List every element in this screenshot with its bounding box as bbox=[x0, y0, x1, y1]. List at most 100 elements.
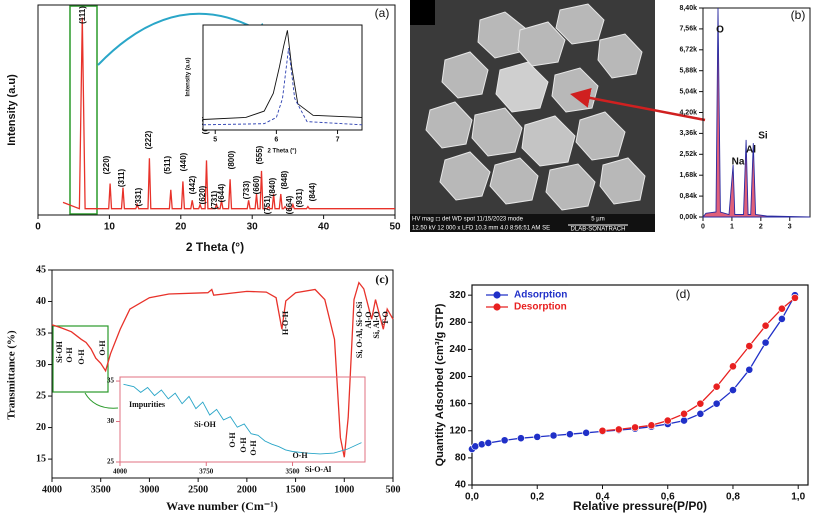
x-tick-label: 0,2 bbox=[530, 492, 544, 503]
annotation: Si, Al-O bbox=[372, 311, 381, 338]
sem-scale: 5 µm bbox=[591, 217, 604, 223]
pointer-arrow bbox=[570, 88, 706, 122]
series-line bbox=[62, 17, 395, 210]
annotation: Si-OH bbox=[194, 420, 217, 429]
x-tick-label: 500 bbox=[386, 484, 401, 495]
annotation: Al bbox=[746, 145, 756, 156]
plot-frame bbox=[202, 24, 363, 131]
annotation: (331) bbox=[134, 187, 143, 206]
marker bbox=[484, 439, 493, 447]
annotation: Al-O bbox=[364, 312, 373, 329]
annotation: (800) bbox=[227, 150, 236, 169]
x-tick-label: 40 bbox=[318, 222, 330, 233]
y-tick-label: 6,72k bbox=[679, 47, 697, 54]
annotation: (664) bbox=[285, 195, 294, 214]
y-tick-label: 160 bbox=[449, 398, 466, 409]
plot-frame bbox=[37, 4, 396, 216]
y-tick-label: 30 bbox=[36, 359, 46, 370]
marker bbox=[500, 436, 509, 445]
x-tick-label: 5 bbox=[213, 137, 217, 144]
annotation: O-H bbox=[77, 349, 86, 365]
annotation: (733) bbox=[242, 180, 251, 199]
panel-label: (b) bbox=[791, 8, 806, 22]
x-tick-label: 20 bbox=[175, 222, 187, 233]
x-tick-label: 0 bbox=[35, 222, 41, 233]
x-tick-label: 0 bbox=[701, 224, 705, 231]
series-line bbox=[123, 383, 362, 455]
annotation: O-H bbox=[65, 347, 74, 363]
marker bbox=[582, 428, 591, 437]
annotation: (620) bbox=[198, 185, 207, 204]
marker bbox=[631, 423, 640, 432]
panel-label: (d) bbox=[676, 287, 691, 301]
zoom-box bbox=[52, 325, 109, 393]
y-tick-label: 35 bbox=[107, 377, 115, 385]
x-tick-label: 7 bbox=[336, 137, 340, 144]
marker bbox=[778, 304, 786, 313]
y-tick-label: 1,68k bbox=[679, 172, 697, 179]
chart-panel: 0 1 2 3 0,00k 0,84k 1,68k 2,52k 3,36k 4,20k 5,04k 5… bbox=[679, 5, 811, 231]
marker bbox=[745, 342, 754, 350]
x-tick-label: 1500 bbox=[286, 484, 306, 495]
y-tick-label: 8,40k bbox=[679, 5, 697, 12]
marker bbox=[761, 338, 770, 347]
annotation: O-H bbox=[239, 437, 248, 453]
zoom-box bbox=[69, 5, 98, 215]
y-tick-label: 120 bbox=[449, 425, 466, 436]
x-axis-label: Wave number (Cm⁻¹) bbox=[166, 499, 278, 513]
annotation: Si-OH bbox=[55, 340, 64, 363]
annotation: (751) bbox=[263, 195, 272, 214]
marker bbox=[533, 432, 542, 441]
marker bbox=[712, 382, 721, 391]
marker bbox=[565, 430, 574, 439]
x-tick-label: 10 bbox=[104, 222, 116, 233]
marker bbox=[549, 431, 558, 440]
annotation: T-O bbox=[381, 311, 390, 325]
panel-label: (a) bbox=[375, 6, 390, 20]
marker bbox=[761, 321, 770, 330]
y-tick-label: 5,04k bbox=[679, 88, 697, 95]
series-line bbox=[702, 7, 811, 218]
x-tick-label: 3500 bbox=[286, 468, 301, 476]
x-tick-label: 6 bbox=[274, 137, 278, 144]
annotation: (440) bbox=[179, 152, 188, 171]
x-tick-label: 0,4 bbox=[596, 492, 610, 503]
annotation: O-H bbox=[292, 451, 308, 460]
y-tick-label: 25 bbox=[36, 390, 46, 401]
marker bbox=[471, 442, 480, 451]
chart-panel: 0 10 20 30 40 50 2 Theta (°) Intensity (a.u) (a)… bbox=[6, 4, 401, 254]
x-tick-label: 1000 bbox=[334, 484, 354, 495]
y-tick-label: 20 bbox=[36, 422, 46, 433]
annotation: (848) bbox=[280, 170, 289, 189]
series-line bbox=[202, 30, 363, 120]
annotation: (660) bbox=[252, 175, 261, 194]
y-tick-label: 15 bbox=[36, 453, 46, 464]
sem-caption: HV mag ◻ det WD spot 11/15/2023 mode bbox=[412, 217, 524, 223]
legend-marker bbox=[493, 303, 501, 311]
x-tick-label: 3500 bbox=[91, 484, 111, 495]
marker bbox=[745, 365, 754, 374]
marker bbox=[614, 425, 623, 434]
marker bbox=[517, 434, 525, 443]
legend-label: Adsorption bbox=[514, 290, 567, 301]
y-tick-label: 3,36k bbox=[679, 130, 697, 137]
annotation: (220) bbox=[102, 155, 111, 174]
chart-panel: 0,0 0,2 0,4 0,6 0,8 1,0 40 80 120 160 200 240 280 320… bbox=[434, 284, 809, 513]
marker bbox=[791, 293, 799, 302]
x-tick-label: 3000 bbox=[139, 484, 159, 495]
y-tick-label: 280 bbox=[449, 317, 466, 328]
annotation: O-H bbox=[249, 440, 258, 456]
x-tick-label: 0,6 bbox=[661, 492, 675, 503]
annotation: (511) bbox=[163, 156, 172, 175]
annotation: (311) bbox=[117, 169, 126, 188]
x-tick-label: 1 bbox=[730, 224, 734, 231]
y-tick-label: 35 bbox=[36, 327, 46, 338]
marker bbox=[647, 421, 656, 430]
annotation: (111) bbox=[78, 6, 87, 24]
annotation: Na bbox=[732, 157, 745, 168]
sem-caption: 12.50 kV 12 000 x LFD 10.3 mm 4.0 8:56:5… bbox=[412, 226, 550, 232]
annotation: O bbox=[716, 25, 724, 36]
marker bbox=[778, 314, 786, 323]
x-tick-label: 2 bbox=[759, 224, 763, 231]
